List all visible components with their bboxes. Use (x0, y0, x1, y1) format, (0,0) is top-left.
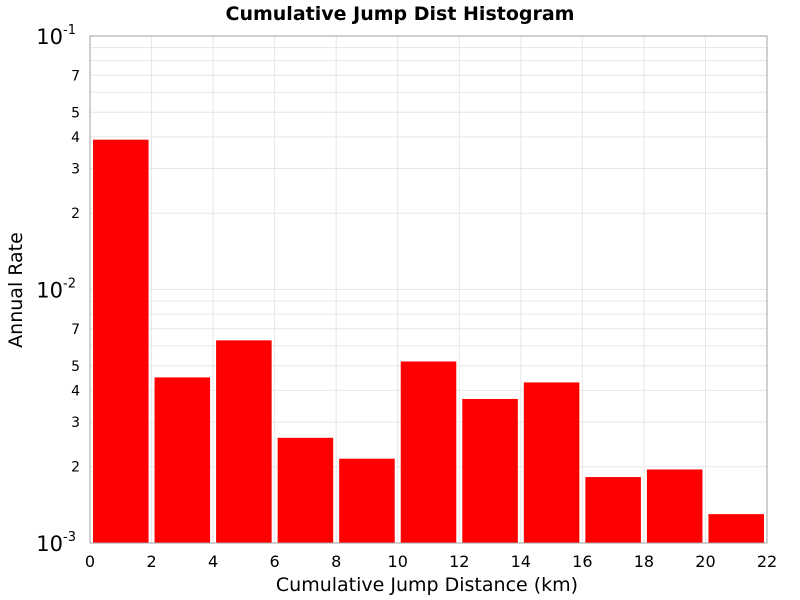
y-axis-ticks: 10-1 10-2 10-3 2 3 4 5 7 2 3 4 5 7 (36, 23, 80, 556)
x-axis-label: Cumulative Jump Distance (km) (276, 574, 578, 596)
x-tick-label-5: 10 (388, 552, 408, 571)
y-axis-label: Annual Rate (5, 232, 27, 348)
bar-5 (400, 361, 457, 543)
y-minor-tick-label: 3 (71, 415, 80, 431)
y-minor-tick-label: 5 (71, 105, 80, 121)
y-minor-tick-label: 5 (71, 359, 80, 375)
chart-title: Cumulative Jump Dist Histogram (226, 3, 575, 25)
y-minor-tick-label: 7 (71, 322, 80, 338)
bar-8 (585, 477, 641, 543)
y-major-tick-2: 10-3 (36, 530, 76, 556)
x-tick-label-8: 16 (572, 552, 592, 571)
bar-9 (646, 469, 703, 543)
x-tick-label-3: 6 (270, 552, 280, 571)
bar-4 (339, 458, 395, 543)
x-tick-label-10: 20 (695, 552, 715, 571)
bar-1 (154, 377, 211, 543)
x-tick-label-7: 14 (511, 552, 531, 571)
bar-2 (216, 340, 272, 543)
x-tick-label-6: 12 (449, 552, 469, 571)
bar-7 (523, 382, 580, 543)
x-tick-label-9: 18 (634, 552, 654, 571)
y-minor-tick-label: 2 (71, 460, 80, 476)
bars (93, 139, 764, 544)
y-minor-tick-label: 4 (71, 383, 80, 399)
x-tick-label-1: 2 (146, 552, 156, 571)
x-tick-label-4: 8 (331, 552, 341, 571)
y-major-tick-0: 10-1 (36, 23, 76, 49)
x-tick-label-0: 0 (85, 552, 95, 571)
bar-0 (93, 139, 149, 544)
x-tick-label-2: 4 (208, 552, 218, 571)
plot-frame (89, 35, 768, 544)
y-minor-tick-label: 2 (71, 206, 80, 222)
y-minor-tick-label: 7 (71, 68, 80, 84)
bar-6 (462, 398, 518, 543)
y-major-tick-1: 10-2 (36, 277, 76, 303)
bar-3 (277, 437, 334, 543)
x-axis-ticks: 0 2 4 6 8 10 12 14 16 18 20 22 (85, 552, 777, 571)
bar-10 (708, 514, 764, 543)
y-minor-tick-label: 3 (71, 162, 80, 178)
y-minor-tick-label: 4 (71, 130, 80, 146)
x-tick-label-11: 22 (757, 552, 777, 571)
